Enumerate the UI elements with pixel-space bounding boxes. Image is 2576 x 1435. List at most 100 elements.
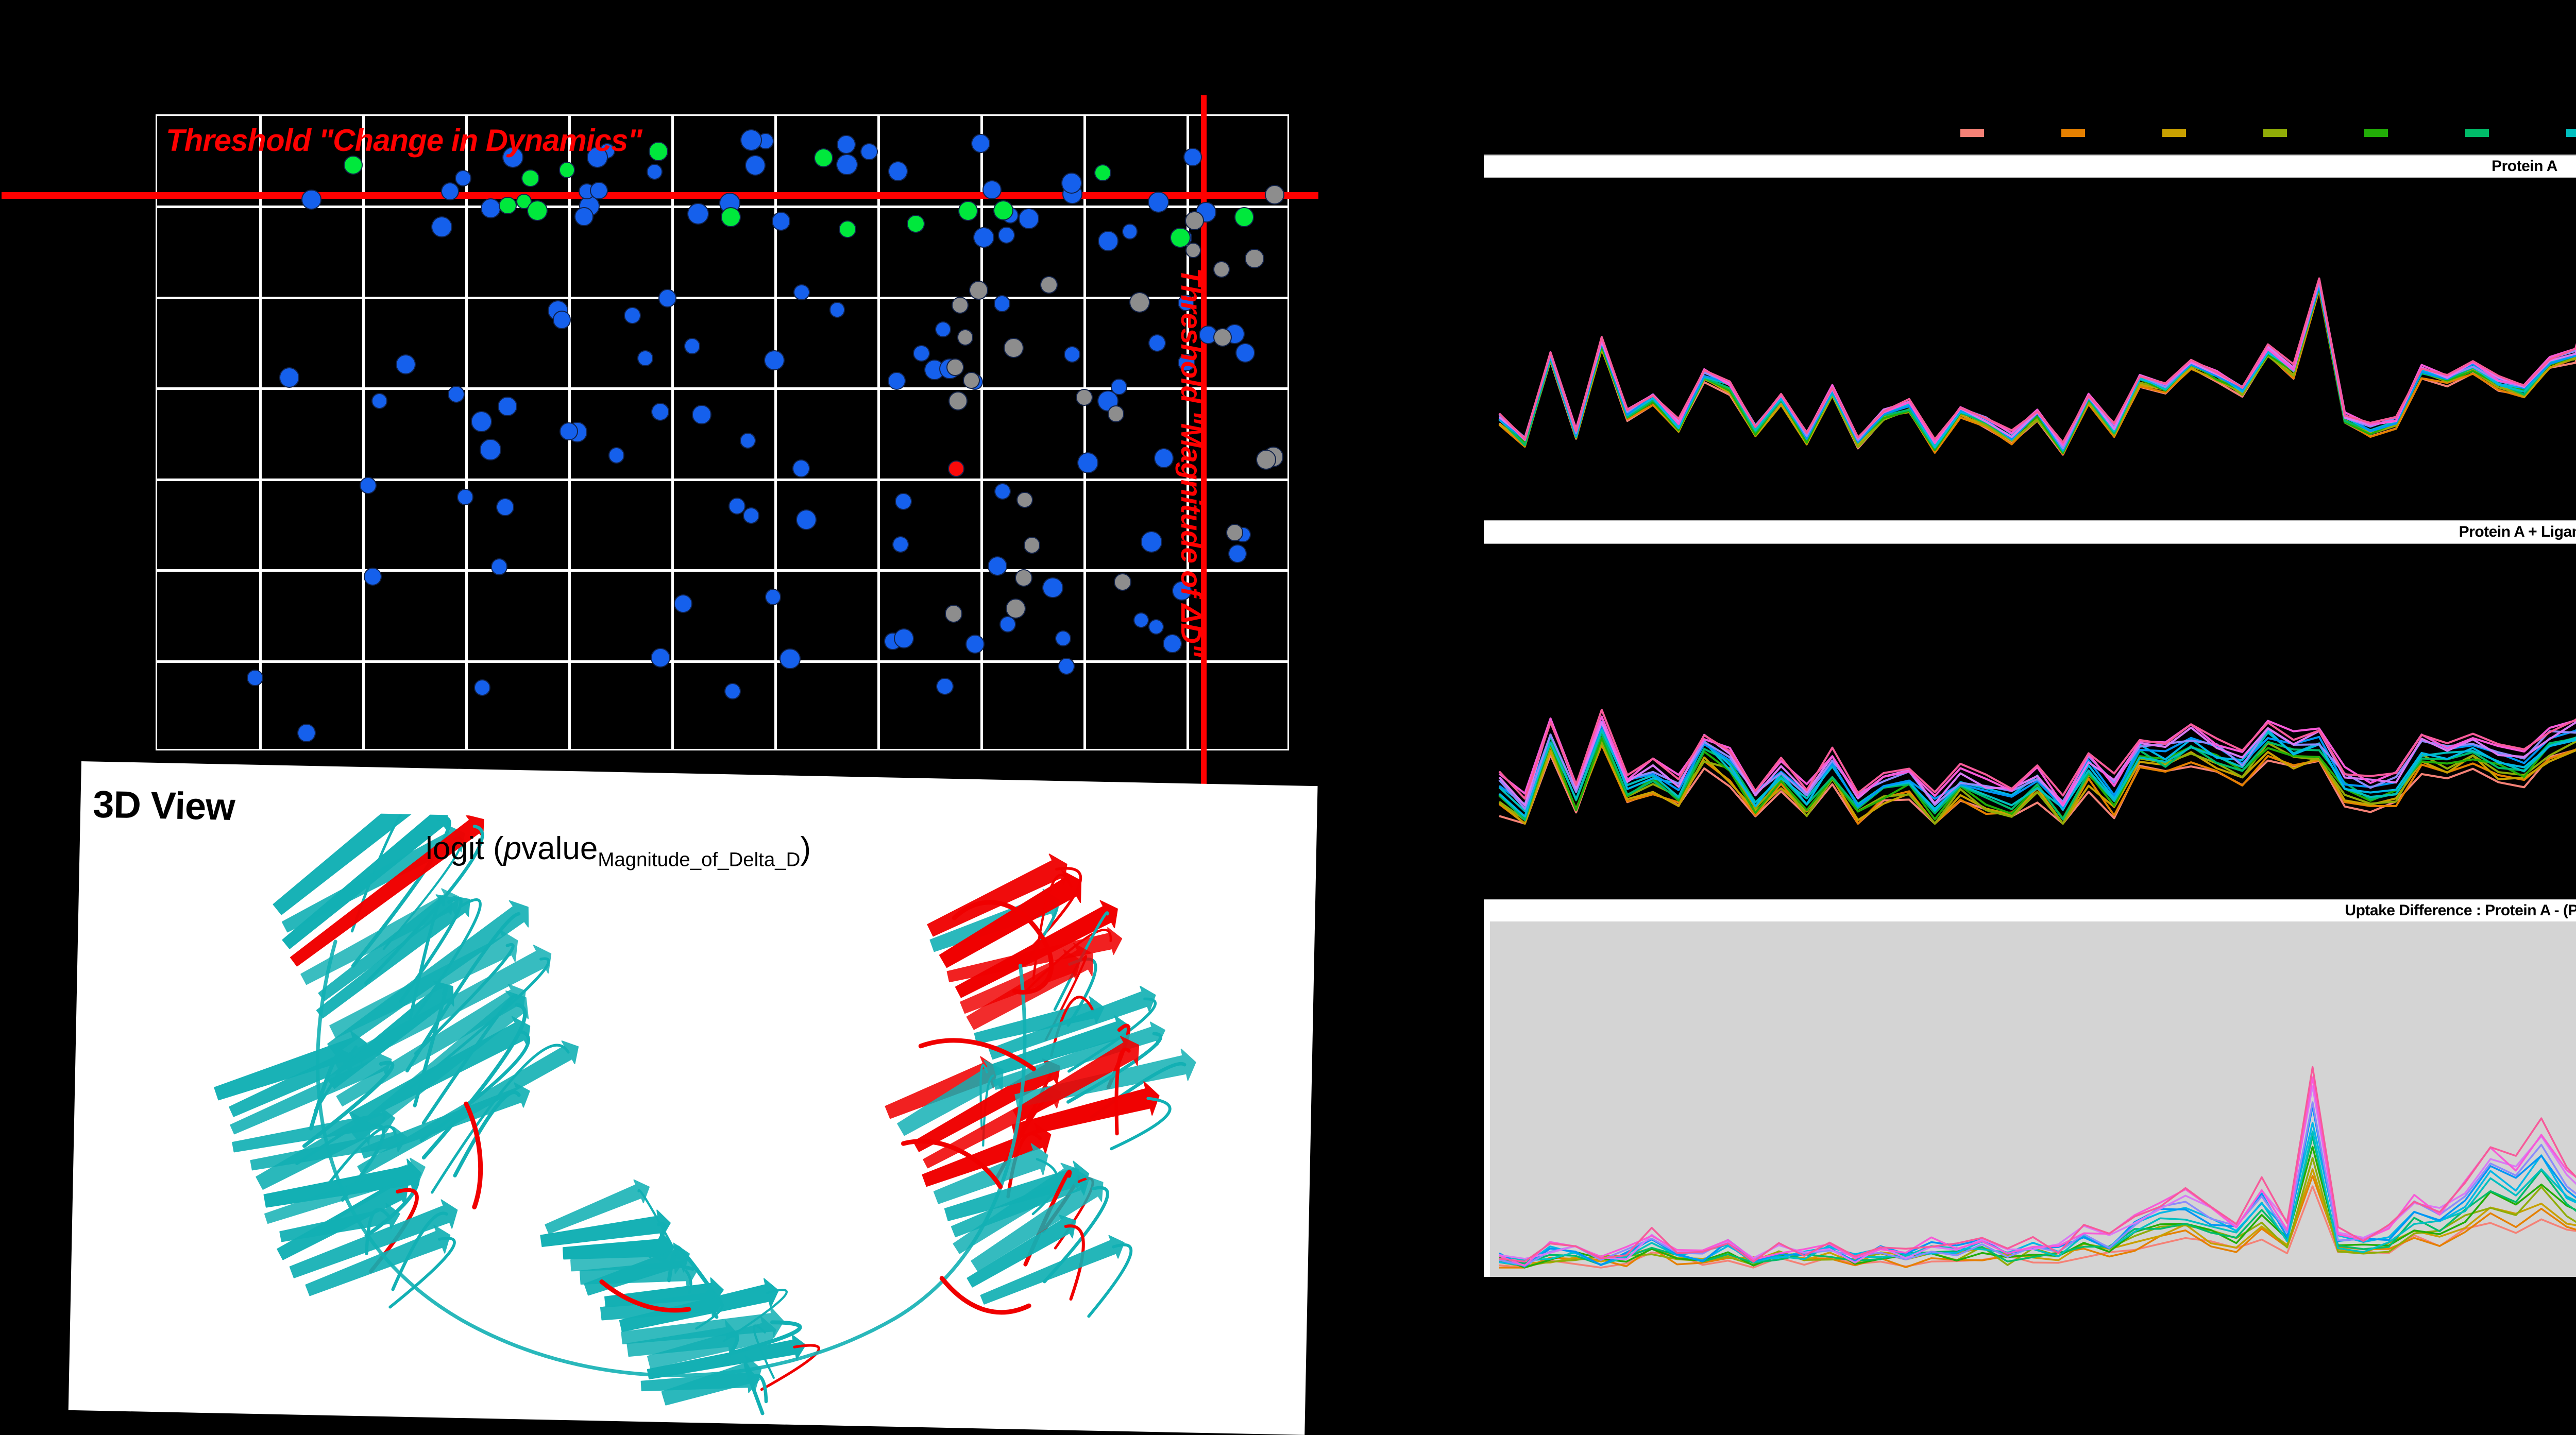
scatter-point[interactable] — [720, 207, 741, 228]
scatter-point[interactable] — [743, 507, 759, 524]
scatter-point[interactable] — [771, 212, 791, 231]
scatter-point[interactable] — [1235, 343, 1255, 363]
scatter-point[interactable] — [1058, 658, 1075, 675]
scatter-point[interactable] — [1097, 231, 1119, 252]
legend-swatch[interactable] — [2061, 129, 2085, 137]
scatter-point[interactable] — [814, 148, 833, 167]
scatter-point[interactable] — [728, 498, 746, 515]
scatter-point[interactable] — [946, 358, 964, 377]
scatter-point[interactable] — [907, 215, 925, 233]
scatter-point[interactable] — [502, 147, 523, 168]
scatter-point[interactable] — [1147, 191, 1169, 213]
scatter-point[interactable] — [1163, 634, 1182, 653]
scatter-point[interactable] — [371, 392, 388, 409]
scatter-point[interactable] — [792, 459, 810, 478]
scatter-point[interactable] — [740, 129, 762, 151]
scatter-point[interactable] — [765, 588, 782, 605]
scatter-point[interactable] — [473, 679, 490, 696]
scatter-point[interactable] — [363, 567, 382, 586]
scatter-point[interactable] — [1148, 334, 1166, 352]
scatter-point[interactable] — [969, 281, 989, 300]
scatter-point[interactable] — [490, 558, 508, 575]
scatter-point[interactable] — [948, 391, 968, 411]
scatter-point[interactable] — [247, 669, 264, 686]
scatter-point[interactable] — [359, 477, 377, 494]
legend-swatch[interactable] — [1960, 129, 1984, 137]
scatter-point[interactable] — [860, 143, 878, 161]
scatter-point[interactable] — [793, 284, 810, 301]
scatter-point[interactable] — [527, 200, 548, 221]
scatter-point[interactable] — [836, 134, 856, 154]
scatter-point[interactable] — [499, 196, 517, 215]
scatter-point[interactable] — [587, 147, 608, 168]
scatter-point[interactable] — [454, 170, 471, 187]
scatter-point[interactable] — [957, 329, 973, 346]
scatter-point[interactable] — [1006, 599, 1026, 619]
scatter-point[interactable] — [936, 677, 954, 695]
scatter-point[interactable] — [624, 307, 641, 324]
legend-swatch[interactable] — [2263, 129, 2287, 137]
scatter-point[interactable] — [1110, 378, 1128, 396]
scatter-point[interactable] — [1016, 491, 1033, 508]
scatter-point[interactable] — [1264, 184, 1285, 205]
scatter-point[interactable] — [558, 162, 575, 178]
scatter-point[interactable] — [1114, 573, 1131, 591]
scatter-point[interactable] — [1133, 612, 1149, 628]
scatter-point[interactable] — [829, 302, 845, 318]
scatter-point[interactable] — [395, 354, 416, 375]
scatter-point[interactable] — [1094, 164, 1111, 181]
scatter-point[interactable] — [951, 296, 969, 314]
legend-swatch[interactable] — [2566, 129, 2576, 137]
scatter-point[interactable] — [1040, 276, 1058, 294]
scatter-point[interactable] — [637, 350, 653, 366]
scatter-point[interactable] — [892, 536, 909, 553]
scatter-point[interactable] — [935, 321, 952, 338]
scatter-point[interactable] — [948, 460, 964, 477]
scatter-point[interactable] — [687, 203, 709, 225]
scatter-point[interactable] — [1172, 581, 1192, 601]
scatter-point[interactable] — [301, 190, 321, 210]
scatter-point[interactable] — [994, 483, 1011, 500]
scatter-point[interactable] — [646, 163, 663, 180]
scatter-point[interactable] — [1023, 537, 1041, 554]
scatter-point[interactable] — [982, 180, 1002, 199]
panel-protein-a[interactable]: Protein A — [1484, 155, 2576, 489]
scatter-point[interactable] — [888, 372, 906, 390]
scatter-point[interactable] — [480, 439, 501, 460]
scatter-point[interactable] — [1256, 449, 1276, 470]
scatter-point[interactable] — [1077, 452, 1098, 473]
scatter-point[interactable] — [684, 337, 701, 354]
scatter-point[interactable] — [739, 433, 756, 449]
scatter-point[interactable] — [1154, 448, 1174, 468]
scatter-point[interactable] — [343, 155, 363, 175]
scatter-point[interactable] — [1178, 353, 1196, 372]
volcano-plot-area[interactable] — [2, 95, 1318, 793]
scatter-point[interactable] — [1055, 630, 1071, 646]
scatter-point[interactable] — [560, 422, 578, 441]
scatter-point[interactable] — [431, 216, 453, 237]
scatter-point[interactable] — [673, 594, 692, 613]
scatter-point[interactable] — [895, 493, 912, 510]
scatter-point[interactable] — [971, 133, 991, 153]
scatter-point[interactable] — [779, 648, 801, 669]
scatter-point[interactable] — [1015, 569, 1033, 587]
scatter-point[interactable] — [1061, 173, 1082, 194]
scatter-point[interactable] — [973, 227, 994, 248]
panel-uptake-difference[interactable]: Uptake Difference : Protein A - (Protein… — [1484, 899, 2576, 1277]
scatter-point[interactable] — [470, 411, 492, 433]
scatter-point[interactable] — [521, 169, 539, 187]
scatter-point[interactable] — [648, 141, 668, 161]
scatter-point[interactable] — [965, 635, 985, 654]
scatter-point[interactable] — [1003, 338, 1024, 358]
scatter-point[interactable] — [658, 289, 676, 308]
scatter-point[interactable] — [496, 498, 514, 516]
scatter-point[interactable] — [757, 132, 774, 149]
scatter-point[interactable] — [1213, 261, 1230, 278]
scatter-point[interactable] — [590, 181, 608, 200]
legend-swatch[interactable] — [2465, 129, 2489, 137]
scatter-point[interactable] — [999, 616, 1016, 633]
scatter-point[interactable] — [888, 161, 908, 181]
scatter-point[interactable] — [1042, 577, 1063, 599]
scatter-point[interactable] — [1122, 224, 1138, 240]
scatter-point[interactable] — [608, 447, 625, 464]
